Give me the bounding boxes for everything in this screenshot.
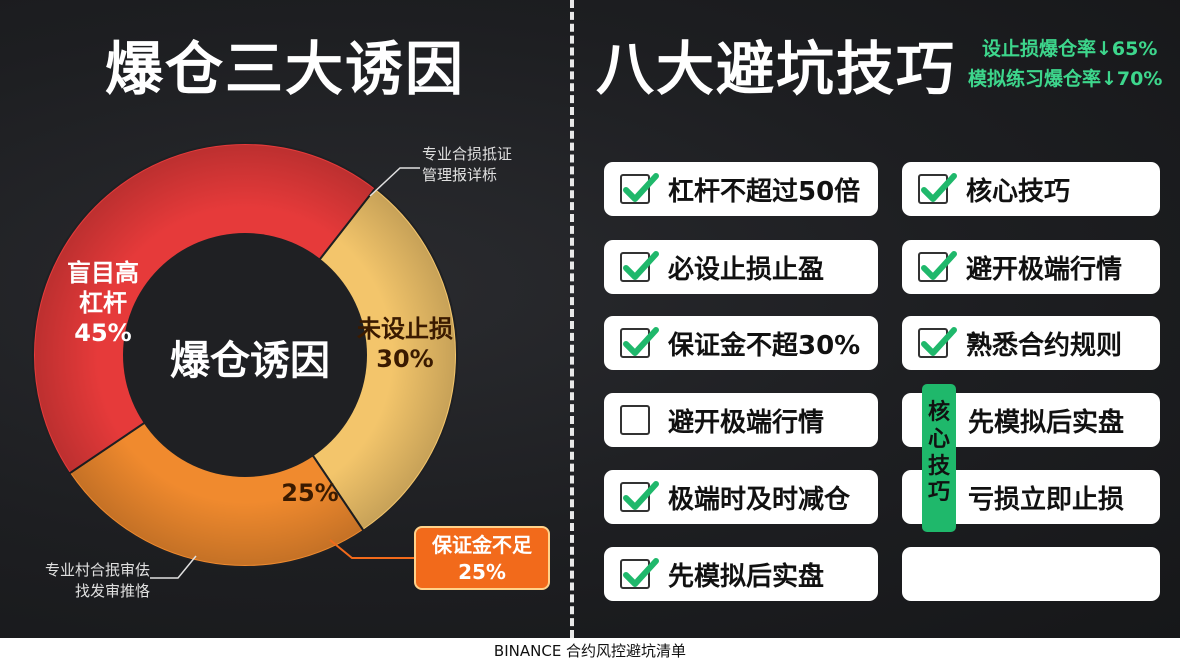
- checkmark-icon: [623, 558, 659, 587]
- checkbox-checked[interactable]: [620, 251, 659, 282]
- blind-leverage-pct: 45%: [74, 319, 132, 347]
- left-title: 爆仓三大诱因: [104, 35, 465, 103]
- slice-label-blind-leverage: 盲目高 杠杆 45%: [58, 258, 148, 348]
- tip-card: 必设止损止盈: [604, 240, 878, 294]
- core-skill-tag: 核 心 技 巧: [922, 384, 956, 532]
- tip-card: 避开极端行情: [902, 240, 1160, 294]
- blind-leverage-line1: 盲目高: [67, 259, 139, 287]
- checkmark-icon: [921, 173, 957, 202]
- core-tag-char: 核: [927, 400, 950, 425]
- checkbox-unchecked[interactable]: [620, 405, 650, 435]
- margin-callout-box: 保证金不足 25%: [414, 526, 550, 590]
- dashed-divider: [570, 0, 574, 638]
- leader-line-bottom: [150, 555, 197, 579]
- donut-hole: [123, 233, 367, 477]
- tip-card: [902, 547, 1160, 601]
- note-bottom-line2: 找发审推恪: [74, 582, 150, 600]
- donut-center-label: 爆仓诱因: [170, 338, 330, 384]
- stat-stop-loss: 设止损爆仓率↓65%: [982, 38, 1158, 60]
- tip-card: 先模拟后实盘: [604, 547, 878, 601]
- tip-text: 熟悉合约规则: [966, 330, 1123, 361]
- leader-line-top: [369, 167, 420, 197]
- footer-caption: BINANCE 合约风控避坑清单: [0, 638, 1180, 664]
- tip-card: 核心技巧: [902, 162, 1160, 216]
- checkbox-checked[interactable]: [620, 327, 659, 358]
- margin-callout-name: 保证金不足: [432, 533, 532, 557]
- tip-text: 必设止损止盈: [668, 254, 825, 285]
- tip-text: 避开极端行情: [668, 407, 825, 438]
- right-title: 八大避坑技巧: [596, 35, 957, 103]
- tip-text: 保证金不超30%: [668, 330, 861, 361]
- note-bottom: 专业村合抿审佉 找发审推恪: [34, 560, 150, 602]
- checkmark-icon: [921, 251, 957, 280]
- tip-card: 熟悉合约规则: [902, 316, 1160, 370]
- tip-text: 先模拟后实盘: [968, 407, 1125, 438]
- checkbox-checked[interactable]: [620, 558, 659, 589]
- leader-line-margin: [329, 539, 414, 559]
- tip-text: 极端时及时减仓: [668, 484, 851, 515]
- tip-text: 核心技巧: [966, 176, 1071, 207]
- core-tag-char: 心: [927, 426, 950, 452]
- tip-card: 杠杆不超过50倍: [604, 162, 878, 216]
- tip-card: 避开极端行情: [604, 393, 878, 447]
- infographic-canvas: 爆仓三大诱因 八大避坑技巧 设止损爆仓率↓65% 模拟练习爆仓率↓70% 爆仓诱…: [0, 0, 1180, 638]
- checkbox-checked[interactable]: [620, 481, 659, 512]
- tip-text: 亏损立即止损: [968, 484, 1125, 515]
- slice-label-margin-pct: 25%: [281, 479, 339, 507]
- checkbox-checked[interactable]: [918, 251, 957, 282]
- checkbox-checked[interactable]: [918, 173, 957, 204]
- note-top-line2: 管理报详栎: [422, 166, 498, 184]
- core-tag-char: 巧: [927, 480, 950, 506]
- checkmark-icon: [623, 327, 659, 356]
- tip-card: 极端时及时减仓: [604, 470, 878, 524]
- core-tag-char: 技: [927, 453, 950, 479]
- slice-label-no-stop-loss: 未设止损 30%: [346, 314, 464, 374]
- tip-card: 保证金不超30%: [604, 316, 878, 370]
- blind-leverage-line2: 杠杆: [79, 289, 127, 317]
- tip-text: 避开极端行情: [966, 254, 1123, 285]
- no-stop-loss-name: 未设止损: [357, 315, 453, 343]
- note-top-line1: 专业合损抵证: [422, 145, 513, 163]
- checkmark-icon: [623, 173, 659, 202]
- checkmark-icon: [623, 251, 659, 280]
- note-bottom-line1: 专业村合抿审佉: [44, 561, 150, 579]
- checkmark-icon: [921, 327, 957, 356]
- checkbox-checked[interactable]: [620, 173, 659, 204]
- checkbox-checked[interactable]: [918, 327, 957, 358]
- tip-text: 杠杆不超过50倍: [668, 176, 861, 207]
- stat-simulation: 模拟练习爆仓率↓70%: [968, 68, 1163, 90]
- checkmark-icon: [623, 481, 659, 510]
- no-stop-loss-pct: 30%: [376, 345, 434, 373]
- tip-text: 先模拟后实盘: [668, 561, 825, 592]
- note-top: 专业合损抵证 管理报详栎: [422, 144, 512, 186]
- margin-callout-pct: 25%: [458, 560, 506, 584]
